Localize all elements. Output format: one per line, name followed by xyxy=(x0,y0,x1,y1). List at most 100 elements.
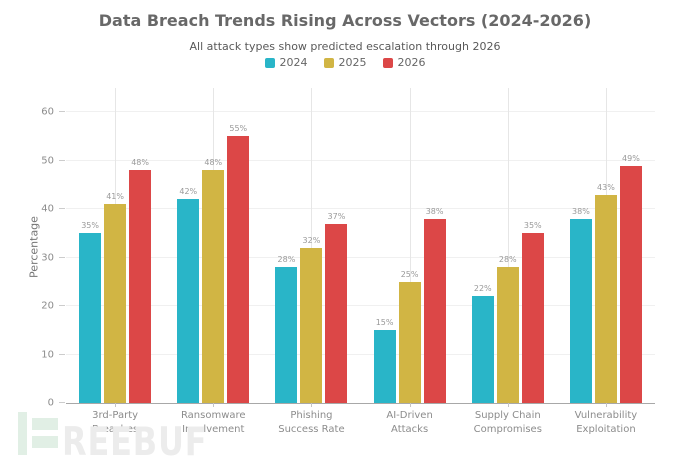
y-tick-mark xyxy=(59,305,65,307)
bar-2026 xyxy=(227,136,250,403)
bar-2025 xyxy=(496,267,519,403)
bar-value-label: 38% xyxy=(572,206,590,216)
legend-label: 2024 xyxy=(279,56,308,69)
freebuf-watermark: REEBUF xyxy=(18,412,238,460)
x-tick-mark xyxy=(507,403,509,407)
bar-value-label: 49% xyxy=(622,153,640,163)
y-tick-label: 50 xyxy=(41,155,54,167)
y-tick-mark xyxy=(59,256,65,258)
watermark-text: REEBUF xyxy=(62,420,208,460)
x-tick-mark xyxy=(605,403,607,407)
bar-2024 xyxy=(79,233,102,403)
legend-swatch-icon xyxy=(264,57,275,68)
v-gridline xyxy=(409,88,411,403)
bar-value-label: 25% xyxy=(400,269,419,279)
bar-value-label: 28% xyxy=(277,255,296,265)
x-tick-mark xyxy=(409,403,411,407)
x-category-label: 3rd-Party Breaches xyxy=(91,410,139,435)
bar-2026 xyxy=(521,233,544,403)
freebuf-logo-icon xyxy=(32,436,58,448)
legend-item-2025[interactable]: 2025 xyxy=(323,56,367,69)
x-axis: 3rd-Party Breaches Ransomware Involvement… xyxy=(66,409,655,436)
bar-column: 22% xyxy=(471,88,494,403)
legend-label: 2025 xyxy=(338,56,367,69)
chart-title: Data Breach Trends Rising Across Vectors… xyxy=(98,11,592,30)
y-tick-mark xyxy=(59,159,65,161)
bar-value-label: 22% xyxy=(473,284,492,294)
plot-area: 35% 41% 48% 42% 48% 55% 28% 32% 37% 15% 25% 38% 22% 2… xyxy=(59,88,655,407)
bar-2025 xyxy=(594,194,617,403)
bar-value-label: 35% xyxy=(523,221,542,231)
bar-value-label: 41% xyxy=(106,192,124,202)
bar-value-label: 43% xyxy=(597,182,615,192)
legend-swatch-icon xyxy=(323,57,334,68)
bar-column: 48% xyxy=(202,88,225,403)
bar-value-label: 55% xyxy=(229,124,248,134)
bar-2026 xyxy=(619,165,642,403)
bar-2024 xyxy=(471,296,494,403)
h-gridline xyxy=(66,256,655,258)
legend-item-2026[interactable]: 2026 xyxy=(382,56,426,69)
legend-item-2024[interactable]: 2024 xyxy=(264,56,308,69)
bar-column: 37% xyxy=(325,88,348,403)
bar-column: 35% xyxy=(521,88,544,403)
bar-value-label: 35% xyxy=(81,221,99,231)
y-tick-mark xyxy=(59,353,65,355)
x-tick-mark xyxy=(115,403,117,407)
h-gridline xyxy=(66,305,655,307)
v-gridline xyxy=(507,88,509,403)
freebuf-logo-icon xyxy=(32,418,58,430)
bar-column: 41% xyxy=(104,88,127,403)
y-tick-label: 30 xyxy=(41,252,54,264)
x-category-label: AI-Driven Attacks xyxy=(386,410,433,435)
bar-2024 xyxy=(275,267,298,403)
bar-2025 xyxy=(398,281,421,403)
bar-value-label: 37% xyxy=(327,211,346,221)
v-gridline xyxy=(311,88,313,403)
bar-2024 xyxy=(569,218,592,403)
bar-column: 25% xyxy=(398,88,421,403)
bar-group: 35% 41% 48% xyxy=(66,88,164,403)
bar-value-label: 48% xyxy=(131,158,149,168)
x-category-label: Vulnerability Exploitation xyxy=(574,410,638,435)
y-axis: 0 10 20 30 40 50 60 xyxy=(0,88,62,409)
bar-value-label: 38% xyxy=(425,206,444,216)
legend-label: 2026 xyxy=(397,56,426,69)
bar-column: 49% xyxy=(619,88,642,403)
bar-group: 22% 28% 35% xyxy=(459,88,557,403)
bar-group: 15% 25% 38% xyxy=(361,88,459,403)
bar-column: 38% xyxy=(423,88,446,403)
h-gridline xyxy=(66,159,655,161)
y-tick-label: 0 xyxy=(47,397,54,409)
x-tick-mark xyxy=(213,403,215,407)
bar-column: 35% xyxy=(79,88,102,403)
bar-column: 32% xyxy=(300,88,323,403)
y-tick-mark xyxy=(59,208,65,210)
h-gridline xyxy=(66,111,655,113)
bar-2025 xyxy=(300,247,323,403)
bar-column: 38% xyxy=(569,88,592,403)
bar-group: 42% 48% 55% xyxy=(164,88,262,403)
h-gridline xyxy=(66,353,655,355)
legend: 2024 2025 2026 xyxy=(0,56,690,69)
bar-value-label: 42% xyxy=(179,187,198,197)
bar-2026 xyxy=(325,223,348,403)
bar-value-label: 28% xyxy=(498,255,517,265)
bar-column: 55% xyxy=(227,88,250,403)
y-tick-mark xyxy=(59,402,65,403)
legend-swatch-icon xyxy=(382,57,393,68)
x-tick-mark xyxy=(311,403,313,407)
bar-group: 28% 32% 37% xyxy=(262,88,360,403)
bar-2024 xyxy=(373,330,396,403)
bar-column: 28% xyxy=(275,88,298,403)
y-tick-label: 20 xyxy=(41,300,54,312)
bar-2024 xyxy=(177,199,200,403)
h-gridline xyxy=(66,208,655,210)
bar-group: 38% 43% 49% xyxy=(557,88,655,403)
y-tick-label: 10 xyxy=(41,349,54,361)
y-tick-label: 60 xyxy=(41,106,54,118)
x-category-label: Supply Chain Compromises xyxy=(473,410,542,435)
bar-column: 42% xyxy=(177,88,200,403)
bar-value-label: 32% xyxy=(302,235,321,245)
bar-2026 xyxy=(129,170,152,403)
